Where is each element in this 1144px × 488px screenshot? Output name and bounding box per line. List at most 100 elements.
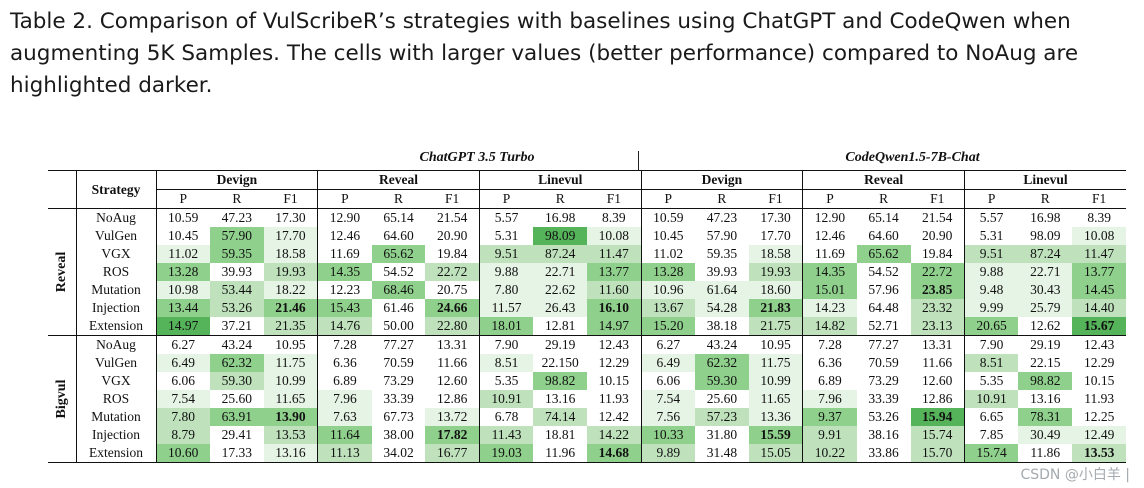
strategy-label: Injection	[75, 426, 156, 444]
value-cell: 12.46	[802, 227, 857, 245]
value-cell: 6.27	[640, 335, 695, 354]
value-cell: 20.90	[910, 227, 965, 245]
value-cell: 74.14	[533, 408, 588, 426]
metric-p: P	[963, 189, 1019, 209]
value-cell: 13.31	[425, 335, 480, 354]
value-cell: 14.68	[587, 444, 642, 463]
value-cell: 10.45	[155, 227, 210, 245]
metric-r: R	[533, 189, 588, 209]
value-cell: 73.29	[371, 372, 426, 390]
value-cell: 11.69	[802, 245, 857, 263]
corner-cell	[48, 170, 76, 190]
table-row: Mutation 10.98 53.44 18.22 12.23 68.46 20.75 7.…	[48, 281, 1127, 299]
value-cell: 19.84	[425, 245, 480, 263]
value-cell: 39.93	[209, 263, 264, 281]
value-cell: 17.82	[425, 426, 480, 444]
strategy-label: ROS	[75, 263, 156, 281]
table-body: Reveal NoAug 10.59 47.23 17.30 12.90 65.14 21.5…	[48, 208, 1127, 463]
value-cell: 52.71	[856, 317, 911, 336]
strategy-label: Extension	[75, 444, 156, 463]
value-cell: 9.99	[963, 299, 1019, 317]
value-cell: 11.75	[748, 354, 803, 372]
metric-f1: F1	[748, 189, 803, 209]
metric-p: P	[317, 189, 372, 209]
value-cell: 22.80	[425, 317, 480, 336]
value-cell: 10.45	[640, 227, 695, 245]
value-cell: 12.90	[317, 208, 372, 227]
value-cell: 13.16	[1018, 390, 1073, 408]
value-cell: 13.28	[640, 263, 695, 281]
value-cell: 9.48	[963, 281, 1019, 299]
dataset-header-linevul-1: Linevul	[478, 170, 642, 190]
value-cell: 78.31	[1018, 408, 1073, 426]
value-cell: 6.49	[155, 354, 210, 372]
value-cell: 11.60	[587, 281, 642, 299]
value-cell: 13.36	[748, 408, 803, 426]
table-row: VGX 6.06 59.30 10.99 6.89 73.29 12.60 5.35 98.82…	[48, 372, 1127, 390]
value-cell: 12.43	[587, 335, 642, 354]
value-cell: 12.49	[1072, 426, 1127, 444]
value-cell: 33.86	[856, 444, 911, 463]
value-cell: 8.39	[587, 208, 642, 227]
value-cell: 17.70	[748, 227, 803, 245]
value-cell: 87.24	[1018, 245, 1073, 263]
value-cell: 21.83	[748, 299, 803, 317]
value-cell: 8.51	[963, 354, 1019, 372]
table-row: Extension 10.60 17.33 13.16 11.13 34.02 16.77 1…	[48, 444, 1127, 463]
value-cell: 43.24	[694, 335, 749, 354]
value-cell: 11.43	[478, 426, 534, 444]
value-cell: 10.95	[263, 335, 318, 354]
value-cell: 11.93	[1072, 390, 1127, 408]
value-cell: 12.81	[533, 317, 588, 336]
value-cell: 9.89	[640, 444, 695, 463]
value-cell: 29.41	[209, 426, 264, 444]
value-cell: 54.52	[856, 263, 911, 281]
value-cell: 14.40	[1072, 299, 1127, 317]
table-row: Bigvul NoAug 6.27 43.24 10.95 7.28 77.27 13.31 7…	[48, 335, 1127, 463]
value-cell: 7.96	[317, 390, 372, 408]
metric-r: R	[856, 189, 911, 209]
value-cell: 8.51	[478, 354, 534, 372]
value-cell: 19.93	[748, 263, 803, 281]
metric-r: R	[209, 189, 264, 209]
value-cell: 22.71	[533, 263, 588, 281]
value-cell: 87.24	[533, 245, 588, 263]
table-row: VGX 11.02 59.35 18.58 11.69 65.62 19.84 9.51 87.…	[48, 245, 1127, 263]
value-cell: 25.60	[209, 390, 264, 408]
value-cell: 11.93	[587, 390, 642, 408]
value-cell: 18.60	[748, 281, 803, 299]
results-table: Strategy Devign Reveal Linevul Devign Re…	[48, 170, 1127, 463]
value-cell: 57.90	[209, 227, 264, 245]
value-cell: 59.35	[694, 245, 749, 263]
value-cell: 61.64	[694, 281, 749, 299]
table-row: ROS 13.28 39.93 19.93 14.35 54.52 22.72 9.88 22.…	[48, 263, 1127, 281]
value-cell: 7.54	[155, 390, 210, 408]
value-cell: 53.26	[856, 408, 911, 426]
value-cell: 21.54	[425, 208, 480, 227]
table-row: VulGen 10.45 57.90 17.70 12.46 64.60 20.90 5.31…	[48, 227, 1127, 245]
value-cell: 57.23	[694, 408, 749, 426]
value-cell: 8.79	[155, 426, 210, 444]
value-cell: 31.80	[694, 426, 749, 444]
value-cell: 10.60	[155, 444, 210, 463]
value-cell: 12.86	[425, 390, 480, 408]
dataset-group-label: Reveal	[53, 251, 69, 293]
value-cell: 21.46	[263, 299, 318, 317]
value-cell: 18.01	[478, 317, 534, 336]
value-cell: 6.27	[155, 335, 210, 354]
value-cell: 25.79	[1018, 299, 1073, 317]
value-cell: 10.59	[640, 208, 695, 227]
value-cell: 47.23	[209, 208, 264, 227]
value-cell: 12.43	[1072, 335, 1127, 354]
value-cell: 6.06	[640, 372, 695, 390]
value-cell: 5.35	[963, 372, 1019, 390]
value-cell: 21.75	[748, 317, 803, 336]
strategy-label: VulGen	[75, 354, 156, 372]
value-cell: 7.28	[802, 335, 857, 354]
value-cell: 77.27	[856, 335, 911, 354]
value-cell: 12.86	[910, 390, 965, 408]
value-cell: 11.96	[533, 444, 588, 463]
value-cell: 7.80	[155, 408, 210, 426]
value-cell: 7.56	[640, 408, 695, 426]
value-cell: 21.35	[263, 317, 318, 336]
